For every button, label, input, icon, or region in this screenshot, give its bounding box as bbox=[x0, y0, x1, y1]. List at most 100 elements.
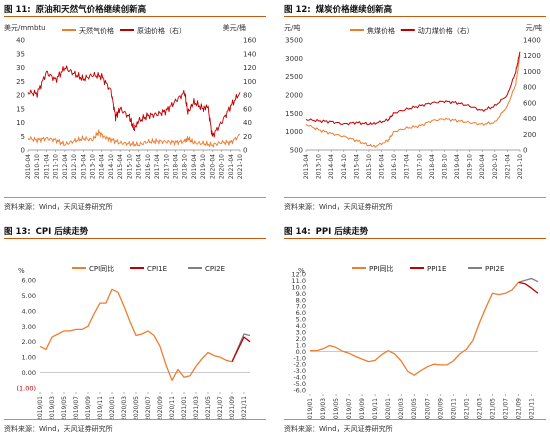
legend-label: CPI同比 bbox=[89, 264, 114, 273]
right-tick-label: 1200 bbox=[523, 52, 541, 60]
x-tick-label: 2019-10 bbox=[200, 154, 207, 179]
y-tick-label: 1.00 bbox=[22, 354, 36, 362]
right-tick-label: 800 bbox=[523, 84, 536, 92]
y-tick-label: 9.0 bbox=[296, 290, 306, 298]
y-tick-label: 6.0 bbox=[296, 309, 306, 317]
x-tick-label: 2019/05 bbox=[333, 398, 340, 420]
x-tick-label: 2018-04 bbox=[172, 154, 179, 179]
left-tick-label: 3000 bbox=[285, 55, 303, 63]
x-tick-label: 2019/05 bbox=[61, 396, 68, 420]
x-tick-label: 2020/11 bbox=[450, 398, 457, 420]
x-tick-label: 2010-04 bbox=[25, 154, 32, 179]
legend-label: CPI2E bbox=[205, 265, 225, 273]
left-tick-label: 25 bbox=[16, 78, 25, 86]
x-tick-label: 2020/09 bbox=[437, 398, 444, 420]
figure-number: 图 11: bbox=[4, 5, 31, 15]
x-tick-label: 2020/05 bbox=[411, 398, 418, 420]
x-tick-label: 2018-04 bbox=[429, 154, 436, 179]
legend-label: 天然气价格 bbox=[79, 26, 114, 35]
x-tick-label: 2019-04 bbox=[191, 154, 198, 179]
x-tick-label: 2010-10 bbox=[34, 154, 41, 179]
legend-label: 焦煤价格 bbox=[367, 26, 395, 35]
left-tick-label: 20 bbox=[16, 92, 25, 100]
legend-label: CPI1E bbox=[147, 265, 167, 273]
x-tick-label: 2021/05 bbox=[205, 396, 212, 420]
y-tick-label: (1.00) bbox=[16, 385, 36, 393]
x-tick-label: 2019/11 bbox=[372, 398, 379, 420]
legend-label: 动力煤价格（右） bbox=[418, 26, 474, 35]
y-tick-label: -2.0 bbox=[293, 361, 306, 369]
x-tick-label: 2021/07 bbox=[217, 396, 224, 420]
x-tick-label: 2020-10 bbox=[219, 154, 226, 179]
x-tick-label: 2014-10 bbox=[341, 154, 348, 179]
left-tick-label: 2000 bbox=[285, 92, 303, 100]
title-underline bbox=[284, 238, 546, 239]
legend-label: PPI同比 bbox=[369, 264, 394, 273]
x-tick-label: 2019/09 bbox=[85, 396, 92, 420]
right-tick-label: 140 bbox=[243, 50, 256, 58]
title-underline bbox=[4, 16, 266, 17]
x-tick-label: 2019-10 bbox=[467, 154, 474, 179]
figure-title: 煤炭价格继续创新高 bbox=[315, 5, 393, 15]
legend-label: PPI2E bbox=[485, 265, 504, 273]
right-tick-label: 120 bbox=[243, 64, 256, 72]
x-tick-label: 2021/11 bbox=[528, 398, 535, 420]
right-tick-label: 80 bbox=[243, 92, 252, 100]
x-tick-label: 2021-10 bbox=[517, 154, 524, 179]
left-tick-label: 40 bbox=[16, 37, 25, 45]
x-tick-label: 2020/01 bbox=[109, 396, 116, 420]
y-tick-label: 10.0 bbox=[292, 283, 306, 291]
x-tick-label: 2014-04 bbox=[328, 154, 335, 179]
x-tick-label: 2014-10 bbox=[108, 154, 115, 179]
panel-ppi: 图 14: PPI 后续走势 % PPI同比 PPI1E PPI2E 12.0 11.0 1… bbox=[280, 222, 550, 437]
panel-title: 图 11: 原油和天然气价格继续创新高 bbox=[4, 3, 146, 15]
x-tick-label: 2019/03 bbox=[49, 396, 56, 420]
panel-cpi: 图 13: CPI 后续走势 % CPI同比 CPI1E CPI2E 6.00 5.00 4… bbox=[0, 222, 270, 437]
x-tick-label: 2021/03 bbox=[476, 398, 483, 420]
x-tick-label: 2020/09 bbox=[157, 396, 164, 420]
x-tick-label: 2017-10 bbox=[416, 154, 423, 179]
left-tick-label: 30 bbox=[16, 64, 25, 72]
y-tick-label: 5.00 bbox=[22, 292, 36, 300]
source-note: 资料来源：Wind，天风证券研究所 bbox=[4, 203, 113, 211]
series-line bbox=[518, 277, 539, 284]
source-note: 资料来源：Wind，天风证券研究所 bbox=[284, 425, 393, 433]
x-tick-label: 2013-04 bbox=[80, 154, 87, 179]
left-tick-label: 10 bbox=[16, 119, 25, 127]
y-tick-label: 11.0 bbox=[292, 277, 306, 285]
y-tick-label: -4.0 bbox=[293, 374, 306, 382]
x-tick-label: 2020/07 bbox=[145, 396, 152, 420]
left-tick-label: 35 bbox=[16, 50, 25, 58]
x-tick-label: 2019-04 bbox=[454, 154, 461, 179]
right-axis-unit: 美元/桶 bbox=[223, 23, 246, 32]
title-underline bbox=[284, 16, 546, 17]
x-tick-label: 2014-04 bbox=[99, 154, 106, 179]
left-tick-label: 15 bbox=[16, 105, 25, 113]
series-line bbox=[27, 129, 241, 148]
y-tick-label: 12.0 bbox=[292, 271, 306, 279]
x-tick-label: 2019/09 bbox=[359, 398, 366, 420]
x-tick-label: 2016-04 bbox=[379, 154, 386, 179]
y-tick-label: 2.00 bbox=[22, 338, 36, 346]
title-underline bbox=[4, 238, 266, 239]
right-tick-label: 400 bbox=[523, 115, 536, 123]
x-tick-label: 2019/11 bbox=[97, 396, 104, 420]
chart-ppi: % PPI同比 PPI1E PPI2E 12.011.010.09.08.07.06.0… bbox=[292, 264, 539, 420]
figure-title: PPI 后续走势 bbox=[315, 227, 369, 237]
source-divider bbox=[284, 419, 546, 420]
y-tick-label: 6.00 bbox=[22, 277, 36, 285]
y-tick-label: 3.0 bbox=[296, 329, 306, 337]
x-tick-label: 2021/01 bbox=[181, 396, 188, 420]
source-divider bbox=[4, 419, 266, 420]
x-tick-label: 2019/01 bbox=[37, 396, 44, 420]
figure-title: CPI 后续走势 bbox=[35, 227, 89, 237]
y-tick-label: 1.0 bbox=[296, 341, 306, 349]
right-tick-label: 1000 bbox=[523, 68, 541, 76]
figure-title: 原油和天然气价格继续创新高 bbox=[35, 5, 147, 15]
panel-title: 图 12: 煤炭价格继续创新高 bbox=[284, 3, 392, 15]
figure-number: 图 12: bbox=[284, 5, 311, 15]
panel-coal: 图 12: 煤炭价格继续创新高 元/吨 元/吨 焦煤价格 动力煤价格（右） 500 100… bbox=[280, 0, 550, 215]
x-tick-label: 2017-04 bbox=[404, 154, 411, 179]
y-tick-label: -5.0 bbox=[293, 380, 306, 388]
right-tick-label: 200 bbox=[523, 131, 536, 139]
